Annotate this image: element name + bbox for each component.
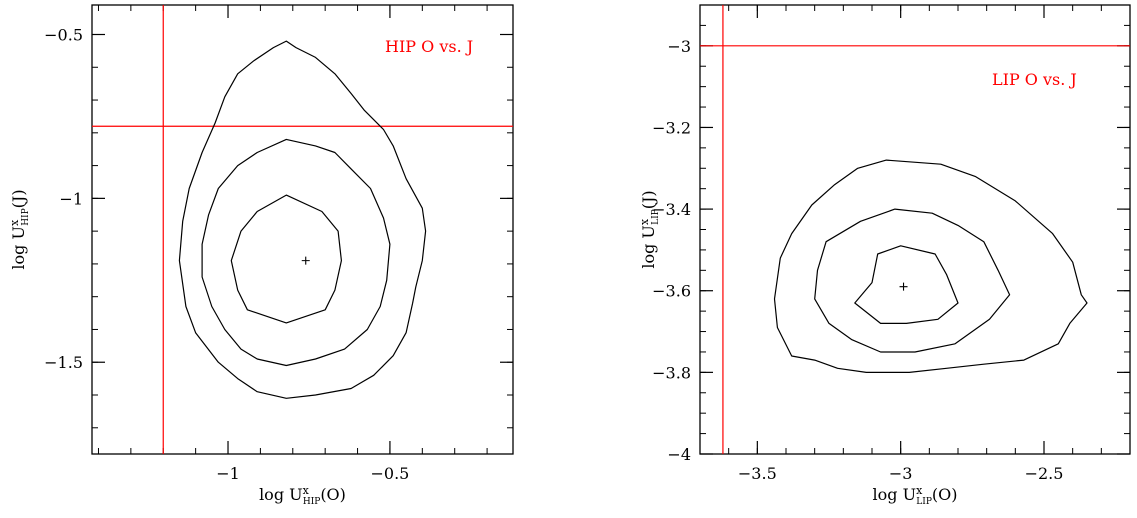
- confidence-contour-3: [854, 245, 959, 324]
- x-axis-label: log Ux HIP(O): [259, 484, 346, 507]
- y-tick-label: −3: [667, 37, 691, 56]
- panel-annotation: HIP O vs. J: [385, 37, 473, 56]
- y-axis-label: log UxHIP(J): [8, 189, 31, 269]
- chart-panel-1: −1 −0.5 −0.5 −1 −1.5 HIP O vs. J log Ux HIP(O) l…: [8, 4, 514, 507]
- confidence-contour-3: [230, 194, 342, 324]
- confidence-contour-1: [178, 40, 427, 399]
- y-tick-label: −0.5: [44, 25, 83, 44]
- confidence-contour-1: [773, 159, 1088, 373]
- y-tick-label: −3.4: [652, 200, 691, 219]
- x-tick-label: −3.5: [738, 464, 777, 483]
- y-tick-label: −4: [667, 445, 691, 464]
- y-tick-label: −1.5: [44, 353, 83, 372]
- y-tick-label: −3.8: [652, 363, 691, 382]
- best-fit-marker: [301, 256, 310, 265]
- chart-panel-2: −3.5 −3 −2.5 −3 −3.2 −3.4 −3.6 −3.8 −4 LIP O vs. …: [638, 4, 1131, 507]
- confidence-contour-2: [814, 208, 1011, 353]
- y-tick-label: −1: [59, 189, 83, 208]
- best-fit-marker: [899, 282, 908, 291]
- y-tick-label: −3.6: [652, 282, 691, 301]
- x-tick-label: −1: [216, 464, 240, 483]
- panel-annotation: LIP O vs. J: [992, 70, 1077, 89]
- y-tick-label: −3.2: [652, 118, 691, 137]
- plot-frame: [91, 4, 514, 455]
- x-tick-label: −3: [889, 464, 913, 483]
- x-tick-label: −0.5: [371, 464, 410, 483]
- x-axis-label: log Ux LIP(O): [873, 484, 958, 507]
- x-tick-label: −2.5: [1025, 464, 1064, 483]
- y-axis-label: log UxLIP(J): [638, 190, 661, 268]
- confidence-contour-2: [201, 138, 391, 367]
